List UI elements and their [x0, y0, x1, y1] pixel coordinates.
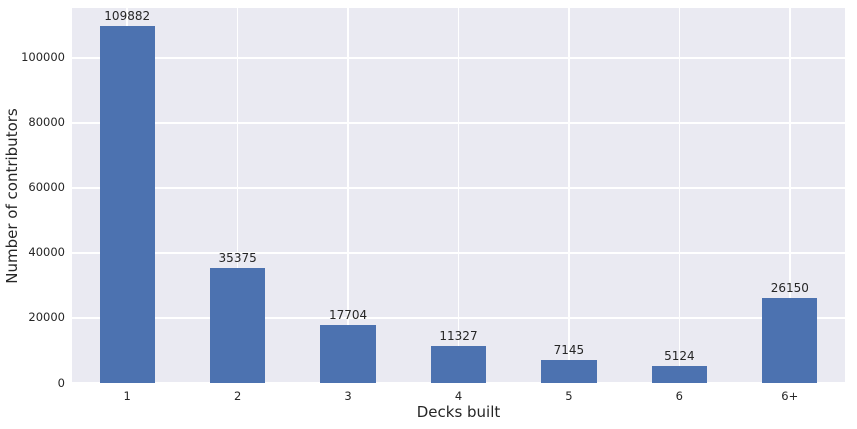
- bar-value-label: 26150: [770, 281, 809, 295]
- x-tick-label: 4: [454, 389, 463, 403]
- bar-value-label: 7145: [553, 342, 585, 357]
- x-tick-label: 1: [123, 389, 131, 403]
- x-tick-label: 5: [565, 389, 573, 403]
- h-gridline: [72, 382, 845, 384]
- x-tick-label: 3: [344, 389, 352, 403]
- x-tick-label: 2: [233, 389, 242, 403]
- v-gridline: [457, 8, 460, 383]
- bar: [541, 359, 597, 383]
- bar: [99, 25, 155, 383]
- v-gridline: [568, 8, 570, 383]
- x-tick-label: 6: [675, 389, 683, 403]
- bar: [651, 366, 707, 383]
- bar-value-label: 5124: [664, 349, 695, 364]
- v-gridline: [678, 8, 681, 383]
- bar: [210, 268, 266, 383]
- y-tick-label: 100000: [21, 50, 65, 65]
- bar-value-label: 109882: [104, 8, 151, 23]
- bar: [430, 346, 487, 383]
- v-gridline: [236, 8, 239, 383]
- y-tick-label: 60000: [28, 180, 65, 195]
- x-tick-label: 6+: [781, 389, 799, 403]
- bar: [762, 298, 818, 383]
- v-gridline: [789, 8, 791, 383]
- y-tick-label: 0: [57, 375, 65, 390]
- bar-value-label: 17704: [328, 308, 368, 323]
- bar-value-label: 35375: [218, 251, 257, 266]
- x-axis-label: Decks built: [416, 403, 501, 421]
- y-tick-label: 40000: [28, 245, 65, 260]
- v-gridline: [347, 8, 349, 383]
- y-tick-label: 20000: [28, 310, 65, 325]
- bar-value-label: 11327: [439, 329, 478, 344]
- y-tick-label: 80000: [28, 115, 65, 130]
- bar: [320, 325, 376, 383]
